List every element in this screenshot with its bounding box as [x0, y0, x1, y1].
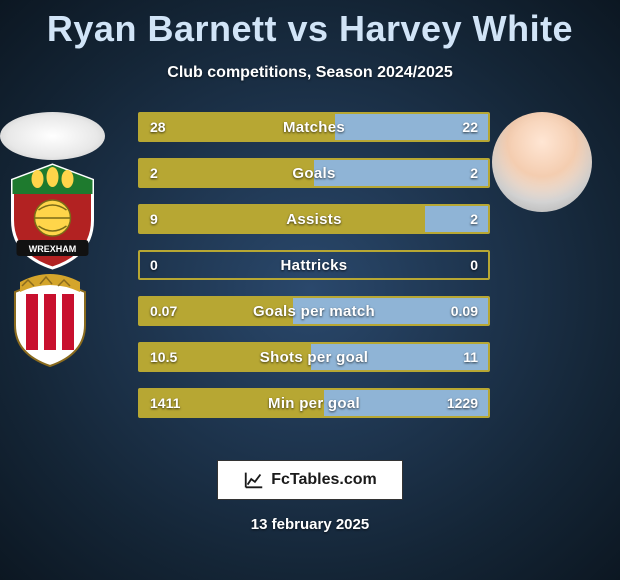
- footer-brand-text: FcTables.com: [271, 471, 377, 489]
- stat-value-right: 22: [452, 114, 488, 140]
- left-player-avatar: [0, 112, 105, 160]
- stat-label: Hattricks: [140, 252, 488, 278]
- stat-row: Matches28 22: [138, 112, 490, 142]
- left-club-crest: WREXHAM: [0, 160, 105, 270]
- stat-label: Goals per match: [140, 298, 488, 324]
- stat-row: Assists9 2: [138, 204, 490, 234]
- stat-value-right: 2: [460, 206, 488, 232]
- stat-label: Goals: [140, 160, 488, 186]
- stat-value-right: 2: [460, 160, 488, 186]
- stat-value-left: 28: [140, 114, 176, 140]
- subtitle: Club competitions, Season 2024/2025: [0, 64, 620, 82]
- stat-value-right: 0: [460, 252, 488, 278]
- stat-row: Goals2 2: [138, 158, 490, 188]
- stat-value-left: 0.07: [140, 298, 187, 324]
- stat-label: Shots per goal: [140, 344, 488, 370]
- stat-value-right: 0.09: [441, 298, 488, 324]
- stat-row: Hattricks0 0: [138, 250, 490, 280]
- stat-label: Min per goal: [140, 390, 488, 416]
- page-title: Ryan Barnett vs Harvey White: [0, 0, 620, 50]
- chart-icon: [243, 469, 265, 491]
- right-player-avatar: [492, 112, 592, 212]
- stat-label: Matches: [140, 114, 488, 140]
- stat-value-right: 1229: [437, 390, 488, 416]
- stat-label: Assists: [140, 206, 488, 232]
- stat-value-right: 11: [453, 344, 488, 370]
- right-club-crest: [0, 270, 100, 370]
- svg-text:WREXHAM: WREXHAM: [29, 244, 77, 254]
- stat-value-left: 9: [140, 206, 168, 232]
- stat-bars: Matches2822Goals22Assists92Hattricks00Go…: [138, 112, 490, 434]
- stat-value-left: 10.5: [140, 344, 187, 370]
- footer-brand-badge: FcTables.com: [217, 460, 403, 500]
- comparison-stage: WREXHAM Matches2822Goals22Assists92Hattr…: [0, 112, 620, 442]
- stat-row: Shots per goal10.5 11: [138, 342, 490, 372]
- stat-value-left: 1411: [140, 390, 190, 416]
- footer-date: 13 february 2025: [0, 516, 620, 533]
- stat-row: Min per goal1411 1229: [138, 388, 490, 418]
- stat-value-left: 2: [140, 160, 168, 186]
- stat-value-left: 0: [140, 252, 168, 278]
- stat-row: Goals per match0.07 0.09: [138, 296, 490, 326]
